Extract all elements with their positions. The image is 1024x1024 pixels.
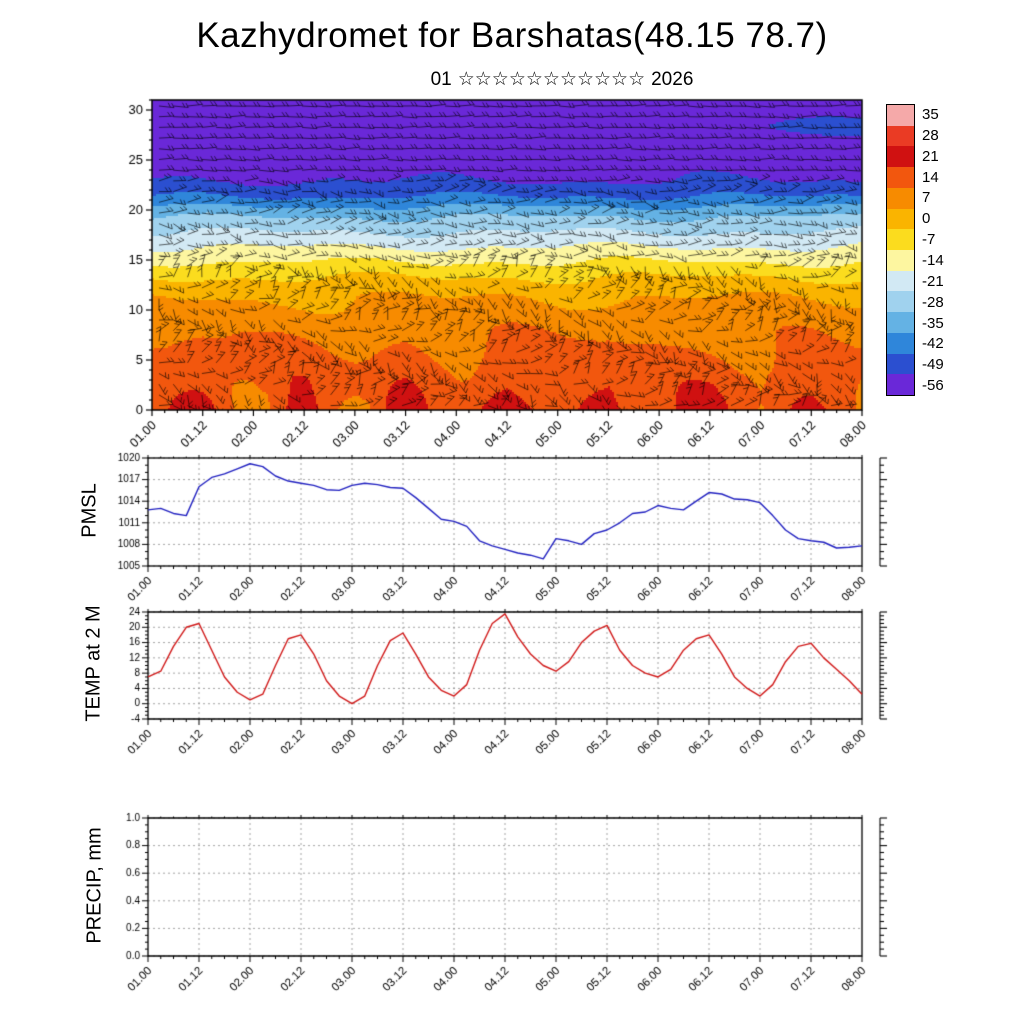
subtitle-stars: ☆☆☆☆☆☆☆☆☆☆☆ [457, 69, 646, 90]
colorbar-segment [887, 374, 914, 396]
colorbar-tick-label: -7 [922, 231, 936, 249]
colorbar-segment [887, 167, 914, 188]
colorbar-tick-label: 21 [922, 147, 939, 165]
colorbar-tick-label: -14 [922, 251, 944, 269]
colorbar-segment [887, 208, 914, 230]
colorbar-tick-label: -28 [922, 293, 944, 311]
colorbar-tick-label: 35 [922, 105, 939, 123]
temp-axis-title: TEMP at 2 M [82, 605, 105, 722]
subtitle-day: 01 [430, 69, 452, 90]
colorbar-scale [886, 104, 915, 396]
precip-axis-title: PRECIP, mm [83, 827, 106, 944]
colorbar-segment [887, 187, 914, 209]
colorbar-tick-label: 0 [922, 210, 931, 228]
colorbar-tick-label: -21 [922, 272, 944, 290]
pmsl-axis-title: PMSL [78, 483, 101, 538]
colorbar-segment [887, 332, 914, 354]
colorbar-tick-label: 28 [922, 126, 939, 144]
colorbar-tick-label: -42 [922, 335, 944, 353]
colorbar-segment [887, 105, 914, 126]
colorbar-tick-label: 7 [922, 189, 931, 207]
colorbar-segment [887, 125, 914, 147]
colorbar-segment [887, 353, 914, 375]
colorbar-tick-label: -49 [922, 356, 944, 374]
colorbar-segment [887, 250, 914, 271]
page-title: Kazhydromet for Barshatas(48.15 78.7) [196, 16, 828, 55]
colorbar-segment [887, 312, 914, 333]
colorbar-segment [887, 270, 914, 292]
colorbar-segment [887, 229, 914, 251]
subtitle: 01 ☆☆☆☆☆☆☆☆☆☆☆ 2026 [428, 68, 697, 91]
subtitle-year: 2026 [651, 69, 694, 90]
colorbar-tick-label: -56 [922, 377, 944, 395]
colorbar-segment [887, 146, 914, 168]
colorbar-tick-label: 14 [922, 168, 939, 186]
temperature-colorbar: 35 28 21 14 7 0 -7 -14 -21 -28 -35 -42 -49 -56 [886, 104, 944, 396]
colorbar-segment [887, 291, 914, 313]
colorbar-tick-label: -35 [922, 314, 944, 332]
colorbar-labels: 35 28 21 14 7 0 -7 -14 -21 -28 -35 -42 -49 -56 [922, 104, 944, 396]
